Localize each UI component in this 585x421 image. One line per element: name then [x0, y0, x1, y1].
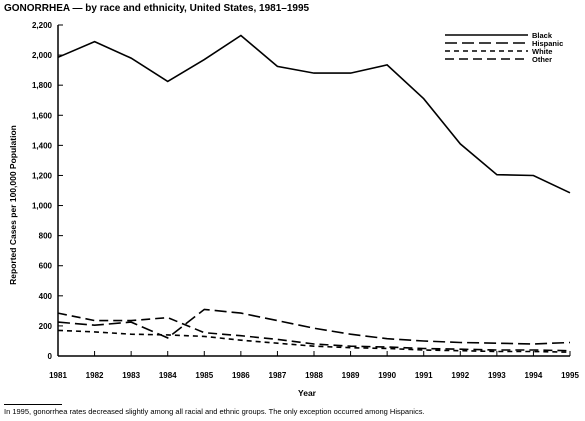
x-axis-ticks: 1981 1982 1983 1984 1985 1986 1987 1988 1989 1990…: [49, 351, 579, 380]
chart-footnote: In 1995, gonorrhea rates decreased sligh…: [4, 407, 425, 416]
x-tick-label: 1981: [49, 371, 67, 380]
x-tick-label: 1992: [451, 371, 469, 380]
chart-axes: [57, 25, 570, 357]
footnote-rule: [4, 404, 62, 405]
series-line-white: [57, 329, 571, 353]
x-tick-label: 1991: [415, 371, 433, 380]
chart-series: [57, 34, 571, 353]
y-tick-label: 1,200: [32, 171, 53, 180]
y-tick-label: 1,000: [32, 202, 53, 211]
x-tick-label: 1994: [525, 371, 543, 380]
chart-title: GONORRHEA — by race and ethnicity, Unite…: [4, 3, 310, 14]
legend-label-white: White: [532, 47, 552, 56]
series-line-hispanic: [57, 308, 571, 345]
series-line-other: [57, 312, 571, 352]
x-tick-label: 1982: [86, 371, 104, 380]
x-tick-label: 1990: [378, 371, 396, 380]
legend-label-black: Black: [532, 31, 553, 40]
legend-label-other: Other: [532, 55, 552, 64]
series-line-black: [57, 34, 571, 194]
x-tick-label: 1993: [488, 371, 506, 380]
y-tick-label: 600: [39, 262, 53, 271]
y-tick-label: 800: [39, 232, 53, 241]
x-tick-label: 1983: [122, 371, 140, 380]
y-tick-label: 0: [48, 352, 53, 361]
y-tick-label: 2,200: [32, 21, 53, 30]
x-axis-label: Year: [298, 388, 317, 398]
y-tick-label: 1,400: [32, 141, 53, 150]
y-tick-label: 2,000: [32, 51, 53, 60]
y-tick-label: 200: [39, 322, 53, 331]
y-tick-label: 400: [39, 292, 53, 301]
x-tick-label: 1989: [342, 371, 360, 380]
y-axis-label: Reported Cases per 100,000 Population: [8, 125, 18, 285]
y-axis-ticks: 0 200 400 600 800 1,000 1,200 1,400 1,600 1,800 2,…: [32, 21, 63, 361]
y-tick-label: 1,600: [32, 111, 53, 120]
y-tick-label: 1,800: [32, 81, 53, 90]
x-tick-label: 1987: [269, 371, 287, 380]
x-tick-label: 1985: [195, 371, 213, 380]
x-tick-label: 1988: [305, 371, 323, 380]
x-tick-label: 1995: [561, 371, 579, 380]
x-tick-label: 1984: [159, 371, 177, 380]
legend-label-hispanic: Hispanic: [532, 39, 563, 48]
x-tick-label: 1986: [232, 371, 250, 380]
